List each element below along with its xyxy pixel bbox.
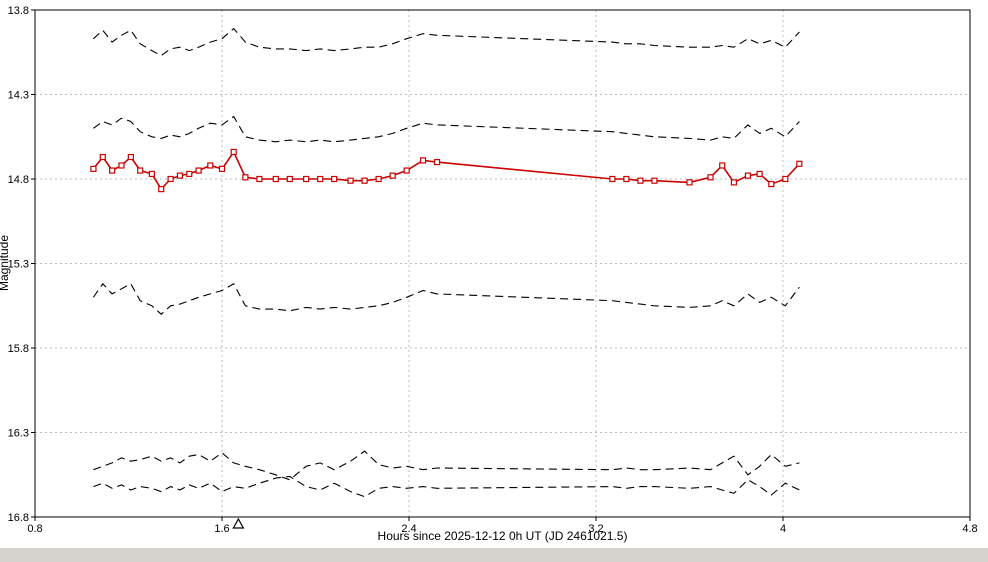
triangle-marker xyxy=(232,517,245,529)
data-point-marker xyxy=(158,186,165,193)
data-point-marker xyxy=(796,160,803,167)
data-point-marker xyxy=(756,170,763,178)
data-point-marker xyxy=(744,172,752,179)
data-point-marker xyxy=(256,175,263,183)
x-tick-label: 2.4 xyxy=(401,523,416,535)
data-point-marker xyxy=(286,175,293,183)
data-point-marker xyxy=(686,179,693,186)
data-point-marker xyxy=(109,167,116,174)
x-tick-label: 0.8 xyxy=(27,523,42,535)
data-point-marker xyxy=(230,148,237,156)
x-axis-label: Hours since 2025-12-12 0h UT (JD 2461021… xyxy=(377,529,628,543)
series-comparison-2-line xyxy=(93,115,800,143)
data-point-marker xyxy=(99,153,106,161)
x-tick-label: 4.8 xyxy=(962,523,977,535)
data-point-marker xyxy=(403,167,410,174)
data-point-marker xyxy=(186,170,193,178)
y-tick-label: 14.8 xyxy=(8,174,29,186)
series-comparison-3-line xyxy=(92,282,800,315)
window-bottom-strip xyxy=(0,548,988,562)
data-point-marker xyxy=(148,170,155,178)
series-comparison-1-line xyxy=(93,27,800,57)
data-point-marker xyxy=(782,175,789,183)
data-point-marker xyxy=(707,174,714,181)
data-point-marker xyxy=(272,175,279,183)
data-point-marker xyxy=(218,165,226,172)
y-tick-label: 16.3 xyxy=(8,428,29,440)
data-point-marker xyxy=(609,175,616,183)
data-point-marker xyxy=(651,177,658,184)
y-axis-label: Magnitude xyxy=(0,234,11,292)
data-point-marker xyxy=(433,159,441,166)
data-point-marker xyxy=(127,153,134,161)
x-tick-label: 4 xyxy=(780,523,786,535)
data-point-marker xyxy=(419,157,427,164)
y-tick-label: 13.8 xyxy=(8,5,29,17)
data-point-marker xyxy=(730,179,738,186)
x-tick-label: 3.2 xyxy=(588,523,603,535)
data-point-marker xyxy=(242,174,249,181)
data-point-marker xyxy=(719,162,726,169)
light-curve-plot: 0.8 1.6 2.4 3.2 4 4.8 13.8 14.3 14.8 15.3 15.8 16.3… xyxy=(8,5,978,535)
data-point-marker xyxy=(195,167,202,174)
data-point-marker xyxy=(317,175,324,183)
data-point-marker xyxy=(303,175,310,183)
data-point-marker xyxy=(768,180,775,188)
data-point-marker xyxy=(347,177,354,184)
data-point-marker xyxy=(361,177,368,184)
y-tick-label: 15.3 xyxy=(8,259,29,271)
data-point-marker xyxy=(637,177,644,184)
data-point-marker xyxy=(90,165,97,172)
data-point-marker xyxy=(176,172,184,179)
x-tick-label: 1.6 xyxy=(214,523,229,535)
series-comparison-4-line xyxy=(93,450,800,481)
data-point-marker xyxy=(623,175,630,183)
data-point-marker xyxy=(167,175,174,183)
y-tick-label: 16.8 xyxy=(8,512,29,524)
data-point-marker xyxy=(389,172,396,179)
data-point-marker xyxy=(331,175,338,183)
data-point-marker xyxy=(118,162,125,169)
y-tick-label: 15.8 xyxy=(8,343,29,355)
y-tick-label: 14.3 xyxy=(8,90,29,102)
series-comparison-5-line xyxy=(93,475,800,498)
data-point-marker xyxy=(137,167,144,174)
data-point-marker xyxy=(375,175,382,183)
data-point-marker xyxy=(207,162,214,169)
